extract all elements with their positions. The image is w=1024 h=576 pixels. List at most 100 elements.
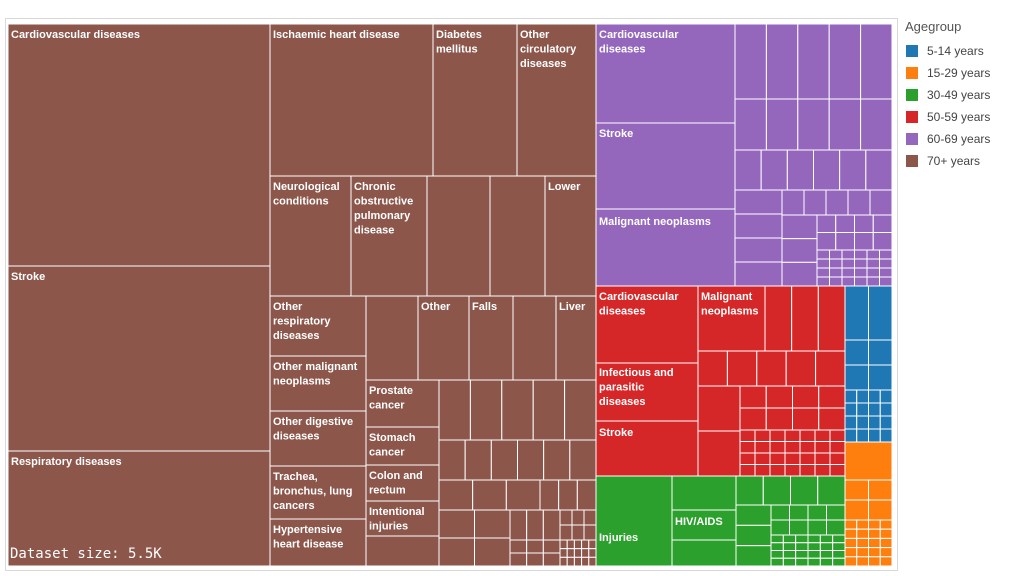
treemap-cell[interactable] <box>581 548 590 558</box>
treemap-cell[interactable] <box>474 537 511 567</box>
treemap-cell[interactable] <box>784 429 801 442</box>
treemap-cell[interactable] <box>868 537 881 549</box>
treemap-cell[interactable] <box>832 557 846 567</box>
treemap-cell[interactable] <box>829 258 843 269</box>
treemap-cell[interactable] <box>816 267 830 278</box>
treemap-cell[interactable] <box>588 556 597 567</box>
treemap-cell[interactable] <box>765 98 799 151</box>
treemap-cell[interactable] <box>734 213 783 239</box>
treemap-cell[interactable] <box>764 285 793 352</box>
treemap-cell[interactable] <box>815 350 846 387</box>
treemap-cell[interactable] <box>828 98 862 151</box>
legend-item[interactable]: 15-29 years <box>905 62 1020 84</box>
treemap-cell[interactable] <box>844 537 858 549</box>
treemap-cell[interactable] <box>829 429 846 442</box>
treemap-cell[interactable] <box>872 232 893 251</box>
treemap-cell[interactable] <box>735 475 764 506</box>
treemap-cell[interactable] <box>844 479 869 501</box>
treemap-cell[interactable] <box>868 415 881 430</box>
treemap-cell[interactable] <box>426 175 491 297</box>
treemap-cell[interactable] <box>526 539 544 554</box>
treemap-cell[interactable] <box>769 464 786 477</box>
treemap-cell[interactable] <box>734 149 762 191</box>
treemap-cell[interactable] <box>365 464 440 502</box>
treemap-cell[interactable] <box>816 249 830 260</box>
treemap-cell[interactable] <box>782 550 797 559</box>
treemap-cell[interactable] <box>866 267 880 278</box>
treemap-cell[interactable] <box>365 535 440 567</box>
treemap-cell[interactable] <box>868 556 881 567</box>
treemap-cell[interactable] <box>770 542 784 551</box>
treemap-cell[interactable] <box>814 441 831 454</box>
treemap-cell[interactable] <box>795 542 809 551</box>
treemap-cell[interactable] <box>814 464 831 477</box>
treemap-cell[interactable] <box>792 407 820 431</box>
treemap-cell[interactable] <box>438 509 475 539</box>
treemap-cell[interactable] <box>826 519 846 536</box>
treemap-cell[interactable] <box>781 214 818 240</box>
treemap-cell[interactable] <box>781 189 805 216</box>
treemap-cell[interactable] <box>856 519 869 530</box>
treemap-cell[interactable] <box>734 261 783 287</box>
treemap-cell[interactable] <box>365 295 419 381</box>
treemap-cell[interactable] <box>784 441 801 454</box>
treemap-cell[interactable] <box>588 548 597 558</box>
treemap-cell[interactable] <box>791 285 819 352</box>
treemap-cell[interactable] <box>807 534 821 544</box>
treemap-cell[interactable] <box>269 295 367 357</box>
treemap-cell[interactable] <box>526 552 544 567</box>
treemap-cell[interactable] <box>856 528 869 539</box>
treemap-cell[interactable] <box>829 276 843 287</box>
treemap-cell[interactable] <box>489 175 546 297</box>
legend-item[interactable]: 50-59 years <box>905 106 1020 128</box>
treemap-cell[interactable] <box>799 464 816 477</box>
treemap-cell[interactable] <box>829 249 843 260</box>
treemap-cell[interactable] <box>8 24 271 267</box>
treemap-cell[interactable] <box>832 542 846 551</box>
treemap-cell[interactable] <box>735 545 772 567</box>
treemap-cell[interactable] <box>762 475 791 506</box>
treemap-cell[interactable] <box>868 479 893 501</box>
treemap-cell[interactable] <box>438 439 466 481</box>
treemap-cell[interactable] <box>807 550 821 559</box>
treemap-cell[interactable] <box>854 258 868 269</box>
treemap-cell[interactable] <box>566 539 575 550</box>
treemap-cell[interactable] <box>564 379 597 441</box>
treemap-cell[interactable] <box>526 509 544 541</box>
treemap-cell[interactable] <box>8 265 271 452</box>
treemap-cell[interactable] <box>844 547 858 558</box>
treemap-cell[interactable] <box>868 547 881 558</box>
treemap-cell[interactable] <box>819 557 834 567</box>
treemap-cell[interactable] <box>844 428 858 443</box>
treemap-cell[interactable] <box>532 379 566 441</box>
treemap-cell[interactable] <box>868 389 881 404</box>
treemap-cell[interactable] <box>571 509 585 526</box>
treemap-cell[interactable] <box>799 452 816 465</box>
treemap-cell[interactable] <box>879 428 893 443</box>
treemap-cell[interactable] <box>797 98 830 151</box>
treemap-cell[interactable] <box>573 548 583 558</box>
treemap-cell[interactable] <box>559 548 568 558</box>
treemap-cell[interactable] <box>542 539 561 554</box>
treemap-cell[interactable] <box>828 24 862 100</box>
treemap-cell[interactable] <box>782 534 797 544</box>
treemap-cell[interactable] <box>879 547 893 558</box>
treemap-cell[interactable] <box>854 276 868 287</box>
treemap-cell[interactable] <box>856 547 869 558</box>
treemap-cell[interactable] <box>799 441 816 454</box>
treemap-cell[interactable] <box>583 524 597 541</box>
treemap-cell[interactable] <box>781 261 818 287</box>
treemap-cell[interactable] <box>734 189 783 215</box>
treemap-cell[interactable] <box>765 24 799 100</box>
treemap-cell[interactable] <box>573 539 583 550</box>
treemap-cell[interactable] <box>770 550 784 559</box>
treemap-cell[interactable] <box>770 504 790 521</box>
treemap-cell[interactable] <box>786 149 814 191</box>
treemap-cell[interactable] <box>571 524 585 541</box>
treemap-cell[interactable] <box>795 550 809 559</box>
treemap-cell[interactable] <box>868 285 893 341</box>
treemap-cell[interactable] <box>807 519 827 536</box>
treemap-cell[interactable] <box>472 479 507 511</box>
treemap-cell[interactable] <box>438 379 471 441</box>
treemap-cell[interactable] <box>739 429 756 442</box>
